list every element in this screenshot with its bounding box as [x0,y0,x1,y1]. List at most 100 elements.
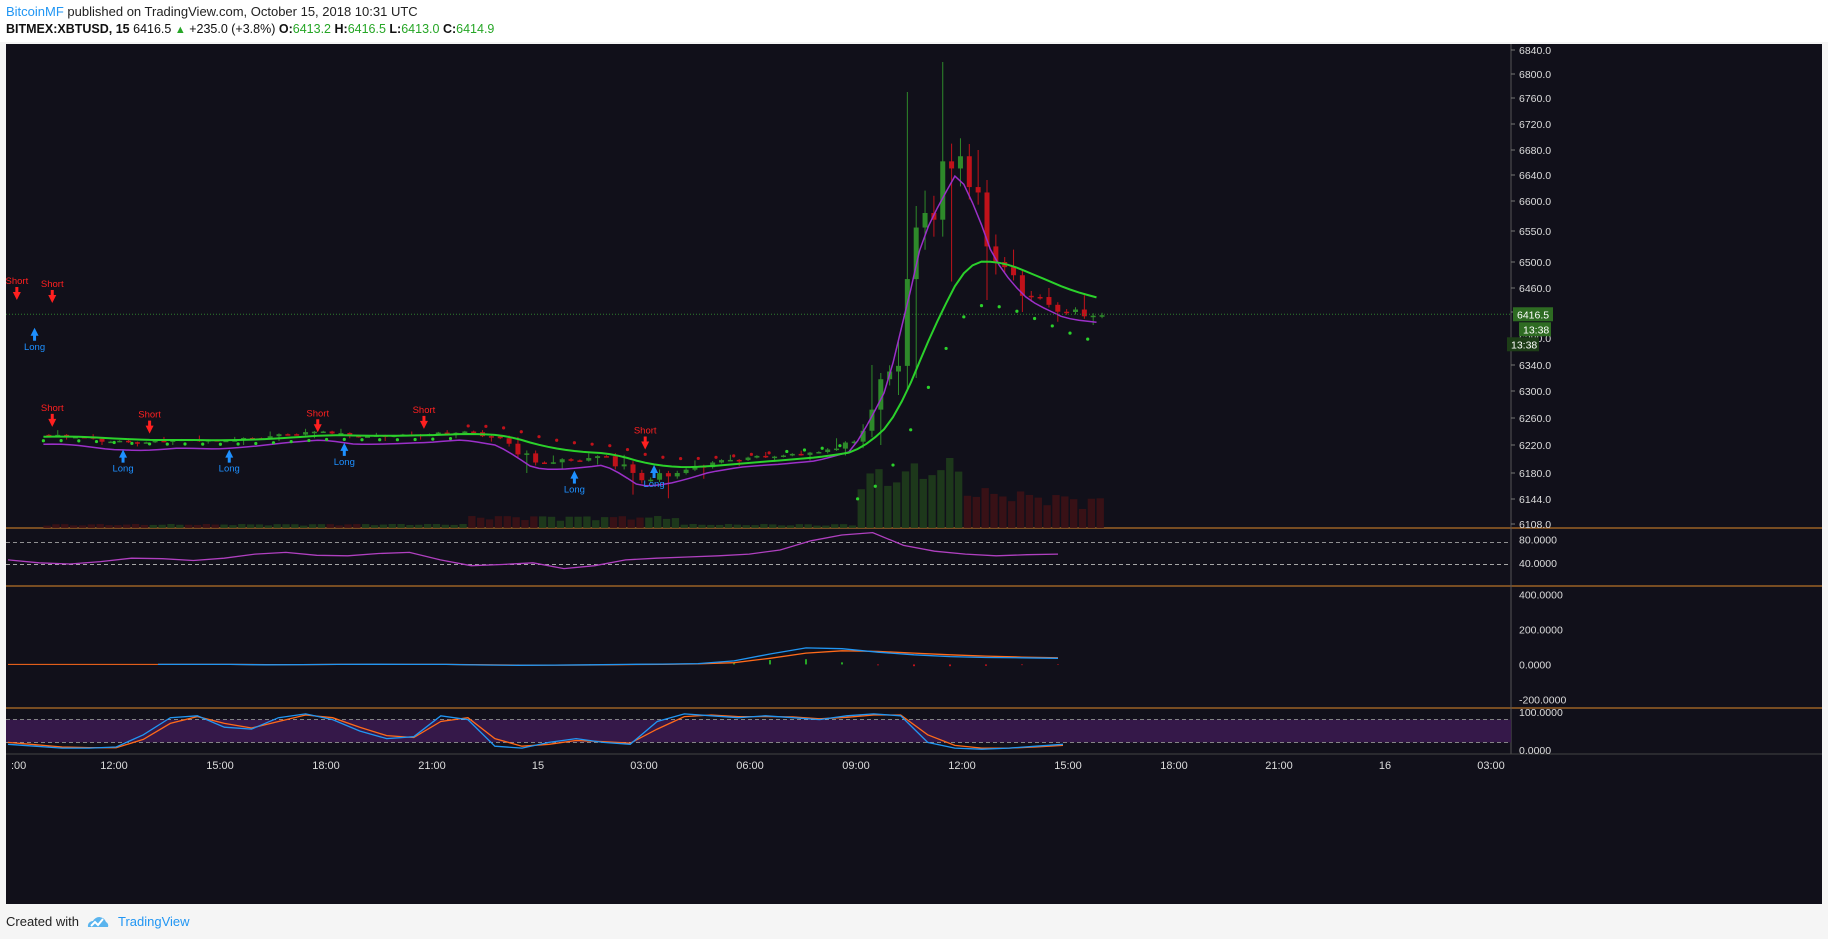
stoch-k-line [7,713,1064,750]
volume-bar [875,469,883,528]
short-arrow-stem [15,287,19,293]
volume-bar [654,516,662,528]
candle-body [922,213,928,228]
trend-dot [962,315,966,319]
volume-bar [291,524,299,528]
volume-bar [530,516,538,528]
volume-bar [397,524,405,528]
candle-body [303,432,309,435]
candle-body [745,457,751,461]
volume-bar [246,524,255,528]
close-value: 6414.9 [456,22,495,36]
volume-bar [521,520,529,528]
trend-dot [271,441,276,445]
time-tick-label: 21:00 [418,760,446,772]
candle-body [267,436,273,439]
candle-body [550,462,556,464]
candle-body [754,455,760,458]
volume-bar [450,524,458,528]
candle-body [46,434,52,437]
chart-svg[interactable]: 6108.0 6144.0 6180.0 6220.0 6260.0 6300.0 6340… [6,44,1822,904]
volume-bar [636,517,644,528]
price-tick-label: 6180.0 [1519,468,1551,480]
candle-body [311,431,317,434]
chart-canvas[interactable]: 6108.0 6144.0 6180.0 6220.0 6260.0 6300.0 6340… [6,44,1822,904]
volume-bar [963,495,972,528]
volume-bar [689,524,697,528]
volume-bar [954,471,963,528]
volume-bar [848,525,857,528]
candle-body [435,432,441,435]
volume-bar [512,517,520,528]
short-arrow-icon [48,418,57,427]
trend-dot [94,439,99,444]
price-tick-label: 6600.0 [1519,196,1551,208]
volume-bar [441,524,449,528]
candle-body [488,436,494,438]
candle-body [834,448,840,451]
volume-bar [839,524,848,528]
trend-dot [979,304,984,308]
candle-body [648,479,654,482]
volume-bar [972,496,980,528]
candle-body [878,379,884,410]
trend-dot [1050,324,1054,328]
volume-bar [928,475,936,528]
candle-body [692,466,698,470]
volume-bar [423,524,432,528]
trend-dot [926,385,931,389]
volume-bar [724,524,733,528]
volume-bar [78,525,87,528]
volume-bar [335,525,343,528]
volume-bar [831,524,839,528]
candle-body [595,456,601,459]
volume-bar [326,524,334,528]
author-link[interactable]: BitcoinMF [6,4,64,19]
volume-bar [494,516,503,528]
volume-bar [432,524,441,528]
short-arrow-stem [422,415,426,422]
volume-bar [556,520,565,528]
volume-bar [503,516,511,528]
macd-tick-label: 400.0000 [1519,590,1563,602]
trend-dot [997,305,1001,309]
time-tick-label: 09:00 [842,760,870,772]
short-arrow-stem [148,420,152,427]
trend-dot [201,442,205,446]
volume-bar [362,524,370,528]
volume-bar [158,524,166,528]
trend-dot [360,438,364,442]
trend-dot [112,440,116,445]
candle-body [780,455,786,457]
macd-line [158,647,1059,666]
candle-body [612,456,618,467]
short-arrow-stem [50,290,54,296]
candle-body [816,452,822,454]
candle-body [134,442,140,444]
short-arrow-icon [48,295,57,303]
volume-bar [857,489,865,528]
trend-dot [236,442,240,446]
low-label: L: [389,22,402,36]
volume-bar [698,524,706,528]
last-price-box [1513,307,1553,322]
volume-bar [1034,497,1042,528]
candles [46,62,1105,499]
trend-dot [502,426,506,430]
signals: Short Long Short Long Short Long Short Long Shor… [6,276,665,496]
price-tick-label: 6500.0 [1519,257,1551,269]
volume-bar [592,520,600,528]
candle-body [1099,315,1105,317]
stoch-tick-label: 100.0000 [1519,707,1563,719]
candle-body [444,432,450,435]
trend-dot [820,446,824,450]
footer: Created with TradingView [0,905,1828,939]
tradingview-link[interactable]: TradingView [118,914,190,929]
candle-body [913,227,919,280]
volume-bar [220,524,228,528]
time-tick-label: 12:00 [100,760,128,772]
trend-dot [944,346,948,351]
volume-bar [742,525,750,528]
macd-tick-label: -200.0000 [1519,694,1566,706]
trend-dot [572,441,577,445]
